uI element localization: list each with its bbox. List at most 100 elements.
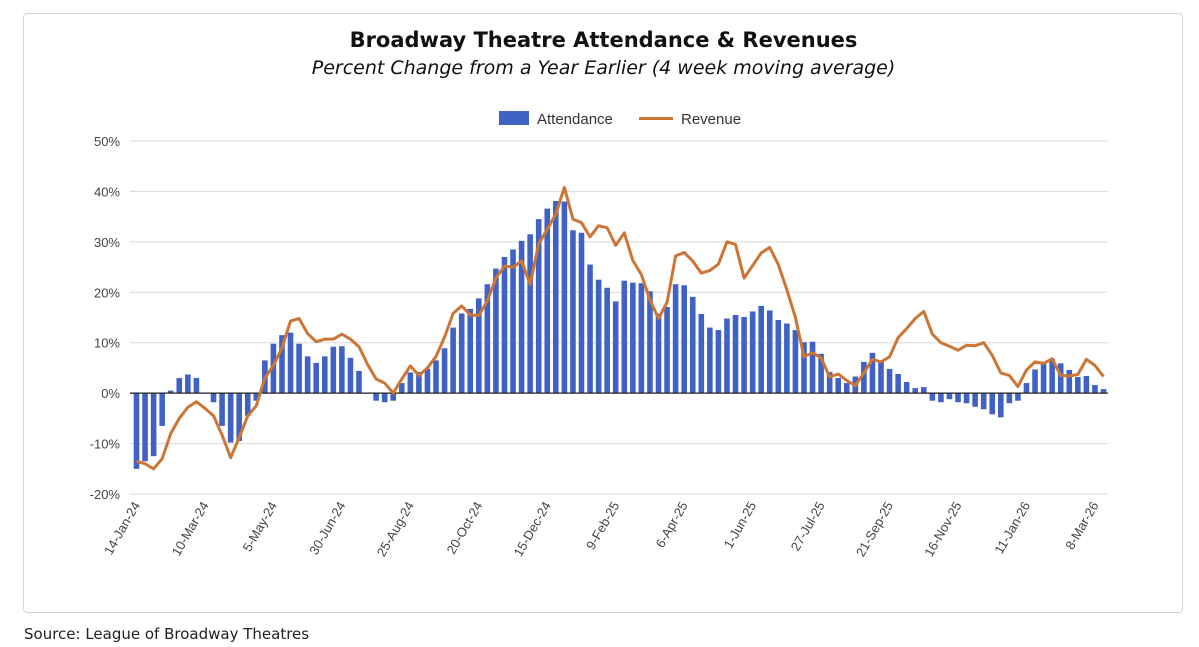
attendance-bar (219, 393, 225, 426)
x-tick-label: 5-May-24 (240, 499, 280, 554)
attendance-bar (296, 343, 302, 394)
y-tick-label: 30% (94, 235, 120, 250)
gridlines (130, 140, 1108, 495)
attendance-bar (527, 234, 533, 394)
attendance-bar (647, 291, 653, 394)
attendance-bar (253, 393, 260, 401)
attendance-bar (321, 356, 328, 394)
attendance-bar (989, 393, 996, 415)
attendance-bar (749, 311, 756, 394)
y-tick-label: 0% (101, 386, 120, 401)
attendance-bar (1066, 369, 1073, 394)
attendance-bar (929, 393, 936, 401)
x-tick-label: 25-Aug-24 (374, 499, 417, 559)
attendance-bar (1023, 383, 1030, 394)
x-tick-label: 8-Mar-26 (1062, 499, 1101, 552)
attendance-bar (1057, 363, 1064, 394)
attendance-bar (150, 393, 157, 457)
attendance-bar (784, 323, 790, 394)
x-tick-label: 30-Jun-24 (306, 499, 348, 557)
x-tick-label: 16-Nov-25 (921, 499, 964, 559)
attendance-bar (801, 342, 807, 394)
attendance-bar (501, 256, 508, 394)
attendance-bar (561, 201, 568, 394)
attendance-bar (758, 305, 764, 394)
attendance-bar (903, 382, 910, 394)
y-tick-label: 40% (94, 184, 120, 199)
y-axis-ticks: -20% -10% 0% 10% 20% 30% 40% 50% (90, 134, 121, 502)
attendance-bar (159, 393, 165, 426)
x-tick-label: 10-Mar-24 (169, 499, 212, 558)
attendance-bar (304, 356, 311, 394)
attendance-bar (895, 373, 901, 394)
attendance-bar (167, 390, 174, 394)
attendance-bar (732, 314, 739, 394)
attendance-bar (1040, 363, 1047, 394)
attendance-bar (818, 353, 824, 394)
attendance-bar (621, 280, 628, 394)
attendance-bar (955, 393, 961, 403)
attendance-bar (809, 341, 816, 394)
x-tick-label: 14-Jan-24 (101, 499, 143, 557)
attendance-bar (578, 232, 585, 394)
attendance-bar (398, 383, 405, 394)
attendance-bar (886, 368, 893, 394)
attendance-bar (689, 296, 696, 394)
x-tick-label: 27-Jul-25 (788, 499, 828, 553)
attendance-bar (998, 393, 1004, 418)
attendance-bar (715, 330, 722, 394)
attendance-bar (638, 283, 645, 394)
attendance-bar (544, 208, 551, 394)
attendance-bar (869, 352, 876, 394)
attendance-bar (467, 308, 474, 394)
attendance-bar (570, 230, 576, 394)
attendance-bar (1015, 393, 1021, 401)
attendance-bar (980, 393, 987, 410)
attendance-bar (407, 372, 414, 394)
attendance-bar (236, 393, 242, 442)
attendance-bar (356, 370, 362, 394)
attendance-bar (612, 301, 619, 394)
attendance-bar (458, 313, 465, 394)
attendance-bars (133, 201, 1107, 469)
attendance-bar (270, 343, 277, 394)
chart-frame (23, 13, 1183, 613)
legend-attendance-swatch (499, 111, 529, 125)
attendance-bar (313, 362, 320, 394)
attendance-bar (972, 393, 978, 407)
attendance-bar (347, 357, 354, 394)
attendance-bar (450, 327, 456, 394)
chart-subtitle: Percent Change from a Year Earlier (4 we… (311, 57, 896, 79)
attendance-bar (775, 320, 782, 394)
attendance-bar (210, 393, 217, 403)
x-tick-label: 1-Jun-25 (721, 499, 760, 551)
attendance-bar (185, 374, 191, 394)
attendance-bar (1075, 377, 1081, 394)
attendance-bar (595, 279, 602, 394)
attendance-bar (681, 285, 687, 394)
y-tick-label: -10% (90, 437, 121, 452)
x-axis-ticks: 14-Jan-24 10-Mar-24 5-May-24 30-Jun-24 25-Au… (101, 499, 1102, 559)
attendance-bar (604, 287, 610, 394)
attendance-bar (441, 348, 448, 394)
attendance-bar (1032, 369, 1038, 394)
attendance-bar (1083, 375, 1090, 394)
attendance-bar (133, 393, 140, 469)
y-tick-label: -20% (90, 487, 121, 502)
attendance-bar (938, 393, 944, 403)
attendance-bar (861, 361, 867, 394)
attendance-bar (672, 284, 679, 394)
attendance-bar (1100, 389, 1107, 394)
attendance-bar (878, 360, 884, 394)
x-tick-label: 11-Jan-26 (991, 499, 1033, 556)
attendance-bar (424, 368, 431, 394)
attendance-bar (1006, 393, 1013, 404)
x-tick-label: 15-Dec-24 (511, 499, 554, 559)
attendance-bar (279, 335, 285, 394)
attendance-bar (1092, 385, 1098, 394)
attendance-bar (587, 264, 593, 394)
attendance-bar (142, 393, 148, 462)
attendance-bar (698, 313, 705, 394)
y-tick-label: 20% (94, 285, 120, 300)
attendance-bar (826, 371, 833, 394)
